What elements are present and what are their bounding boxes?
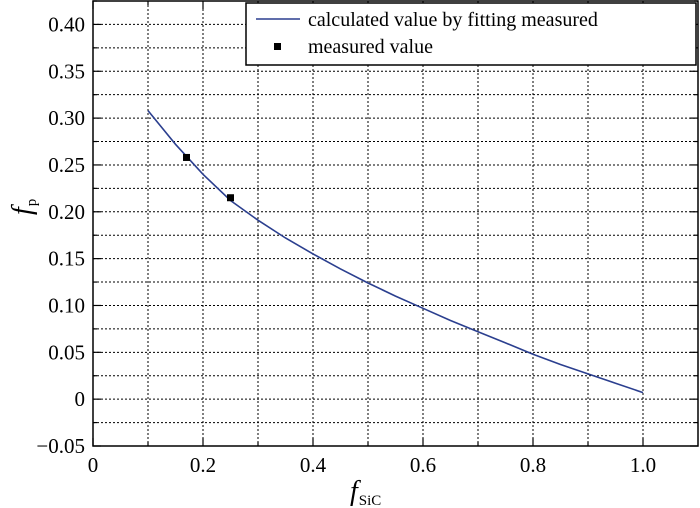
y-tick-label: 0.35 — [48, 59, 85, 83]
measured-point — [183, 153, 190, 161]
y-tick-label: 0.05 — [48, 340, 85, 364]
x-tick-label: 1.0 — [630, 453, 656, 477]
y-tick-label: 0.30 — [48, 106, 85, 130]
y-axis-label: fp — [7, 199, 40, 215]
fitted-curve-line — [147, 110, 644, 394]
y-tick-label: 0.10 — [48, 293, 85, 317]
legend-box — [245, 2, 697, 66]
y-tick-label: 0.25 — [48, 153, 85, 177]
y-tick-labels: −0.05 0 0.05 0.10 0.15 0.20 0.25 0.30 0.35 0.40 — [36, 12, 85, 458]
y-tick-label: −0.05 — [36, 434, 85, 458]
legend-marker-swatch — [274, 43, 281, 50]
y-tick-label: 0.40 — [48, 12, 85, 36]
x-tick-label: 0.6 — [410, 453, 436, 477]
measured-point — [227, 194, 234, 202]
x-tick-label: 0 — [88, 453, 99, 477]
fitted-curve-layer — [147, 110, 644, 394]
legend: calculated value by fitting measured mea… — [245, 2, 697, 66]
x-tick-label: 0.8 — [520, 453, 546, 477]
x-axis-label: fSiC — [350, 476, 381, 508]
x-tick-label: 0.2 — [190, 453, 216, 477]
measured-points-layer — [183, 153, 234, 202]
legend-label-measured: measured value — [308, 36, 433, 58]
x-tick-label: 0.4 — [300, 453, 327, 477]
grid — [93, 1, 698, 446]
y-tick-label: 0 — [75, 387, 86, 411]
ticks — [92, 0, 698, 447]
plot-frame — [92, 0, 699, 447]
x-tick-labels: 0 0.2 0.4 0.6 0.8 1.0 — [88, 453, 656, 477]
y-tick-label: 0.15 — [48, 247, 85, 271]
legend-label-fitted: calculated value by fitting measured — [308, 9, 598, 31]
y-tick-label: 0.20 — [48, 200, 85, 224]
